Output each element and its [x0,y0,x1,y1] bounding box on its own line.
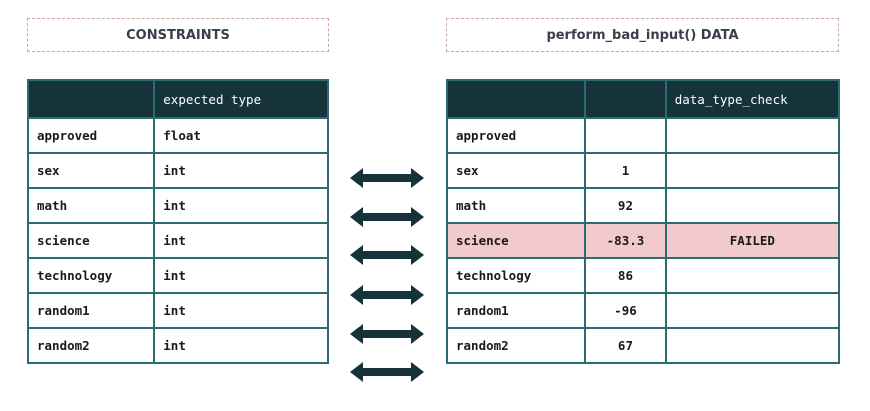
constraints-field: technology [26,257,156,294]
data-type-check [664,152,841,189]
data-field: technology [445,257,587,294]
constraints-type: int [153,257,329,294]
data-field: random1 [445,292,587,329]
data-field: sex [445,152,587,189]
constraints-row-technology: technology int [26,257,329,294]
data-value: 1 [584,152,667,189]
constraints-type: int [153,327,329,364]
data-type-check [664,187,841,224]
data-type-check [664,292,841,329]
data-field: approved [445,117,587,154]
constraints-table: expected type approved float sex int mat… [26,79,329,364]
data-row-random2: random2 67 [445,327,841,364]
constraints-field: approved [26,117,156,154]
data-row-sex: sex 1 [445,152,841,189]
double-arrow-icon [350,168,424,188]
data-value: 86 [584,257,667,294]
data-value [584,117,667,154]
data-header-type-check: data_type_check [664,79,841,119]
data-type-check [664,117,841,154]
data-field: science [445,222,587,259]
data-row-science-failed: science -83.3 FAILED [445,222,841,259]
constraints-title: CONSTRAINTS [27,18,329,52]
bad-input-data-title: perform_bad_input() DATA [446,18,839,52]
constraints-row-random1: random1 int [26,292,329,329]
constraints-type: int [153,187,329,224]
constraints-row-approved: approved float [26,117,329,154]
data-type-check [664,257,841,294]
data-type-check [664,327,841,364]
constraints-row-math: math int [26,187,329,224]
bad-input-data-table: data_type_check approved sex 1 math 92 s… [445,79,841,364]
data-value: 92 [584,187,667,224]
constraints-header-expected-type: expected type [153,79,329,119]
constraints-type: int [153,222,329,259]
constraints-header-row: expected type [26,79,329,119]
data-type-check-failed: FAILED [664,222,841,259]
constraints-type: int [153,292,329,329]
data-row-approved: approved [445,117,841,154]
constraints-field: math [26,187,156,224]
constraints-field: random2 [26,327,156,364]
data-row-random1: random1 -96 [445,292,841,329]
data-value: -96 [584,292,667,329]
data-field: math [445,187,587,224]
double-arrow-icon [350,207,424,227]
constraints-field: sex [26,152,156,189]
data-header-row: data_type_check [445,79,841,119]
constraints-type: int [153,152,329,189]
double-arrow-icon [350,324,424,344]
data-row-math: math 92 [445,187,841,224]
constraints-field: science [26,222,156,259]
data-value: -83.3 [584,222,667,259]
data-field: random2 [445,327,587,364]
constraints-row-science: science int [26,222,329,259]
constraints-row-random2: random2 int [26,327,329,364]
data-header-value [584,79,667,119]
constraints-header-field [26,79,156,119]
data-header-field [445,79,587,119]
constraints-row-sex: sex int [26,152,329,189]
double-arrow-icon [350,245,424,265]
data-row-technology: technology 86 [445,257,841,294]
double-arrow-icon [350,285,424,305]
double-arrow-icon [350,362,424,382]
data-value: 67 [584,327,667,364]
constraints-field: random1 [26,292,156,329]
constraints-type: float [153,117,329,154]
